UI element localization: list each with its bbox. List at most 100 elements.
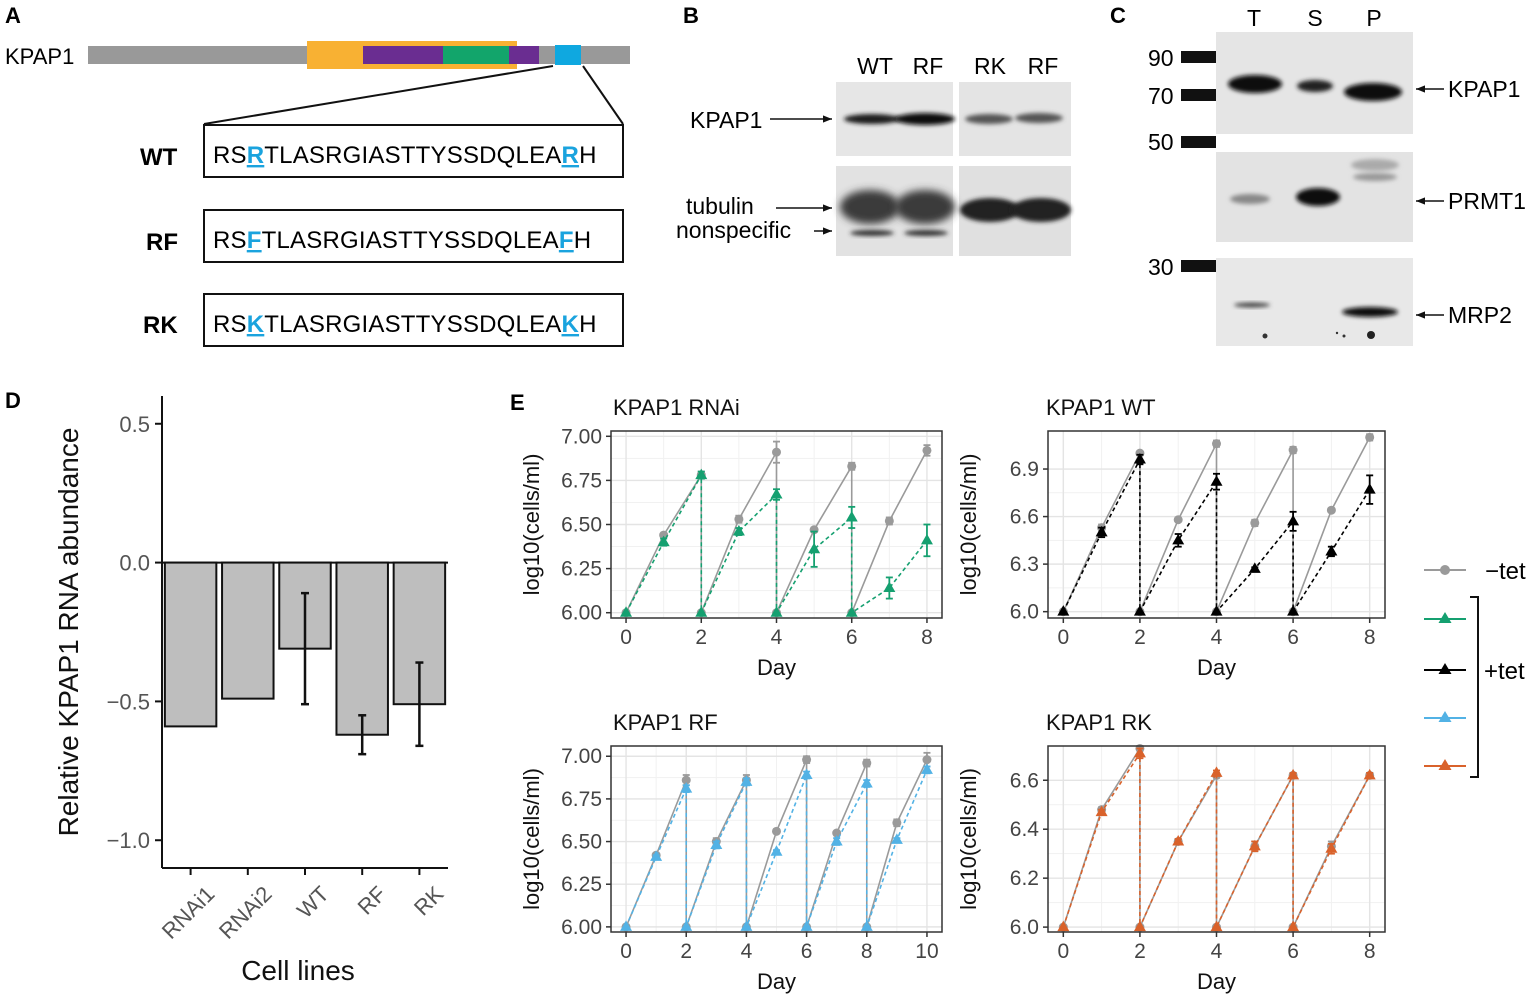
marker-band [1181, 51, 1216, 63]
data-point [1210, 920, 1223, 932]
data-point [830, 835, 843, 846]
panel-letter-c: C [1110, 3, 1126, 28]
series-line-plus-tet [1062, 459, 1371, 615]
x-axis-title: Day [757, 969, 796, 994]
domain-purple-1 [363, 46, 443, 64]
data-point [1248, 839, 1261, 851]
bar [163, 561, 218, 728]
lane-label: T [1247, 5, 1261, 31]
legend-label-plus-tet: +tet [1484, 658, 1525, 685]
zoom-line-right [582, 65, 624, 125]
data-point [1133, 605, 1146, 616]
chart-title: KPAP1 RF [613, 710, 718, 735]
x-tick-label: 8 [1364, 940, 1376, 963]
blot-label-kpap1: KPAP1 [1448, 76, 1520, 102]
x-tick-label: 0 [620, 626, 632, 649]
x-tick-label: 10 [915, 940, 938, 963]
blot-label-mrp2: MRP2 [1448, 302, 1512, 328]
y-tick-label: 0.5 [119, 412, 150, 437]
data-point [1173, 515, 1183, 525]
x-tick-label: RNAi1 [157, 881, 220, 944]
x-tick-label: 6 [1287, 940, 1299, 963]
data-point [1210, 605, 1223, 616]
sequence-text: RSKTLASRGIASTTYSSDQLEAKH [213, 311, 597, 338]
legend-marker-orange [1438, 759, 1452, 770]
x-tick-label: 0 [1057, 940, 1069, 963]
data-point [695, 606, 708, 617]
series-line-plus-tet [625, 472, 928, 616]
panel-letter-b: B [683, 3, 699, 28]
motif-region [555, 45, 581, 65]
y-tick-label: 6.2 [1010, 867, 1039, 890]
growth-chart-wt: 0 2 4 6 8 6.0 6.3 6.6 6.9 KPAP1 WT Day log10(cells/… [956, 395, 1386, 680]
legend: −tet +tet [1424, 558, 1526, 778]
growth-chart-rnai: 0 2 4 6 8 6.00 6.25 6.50 6.75 7.00 KPAP1 RNAi Day lo… [519, 395, 943, 680]
data-point [808, 542, 821, 554]
y-tick-label: 6.00 [561, 916, 602, 939]
blot-kpap1 [836, 82, 1071, 156]
x-axis-title: Day [757, 655, 796, 680]
y-tick-label: 6.75 [561, 788, 602, 811]
lane-label: WT [857, 53, 893, 79]
data-point [770, 488, 783, 499]
data-point [770, 845, 783, 856]
data-point [772, 826, 781, 836]
data-point [620, 606, 633, 617]
data-point [1133, 920, 1146, 932]
sequence-text: RSFTLASRGIASTTYSSDQLEAFH [213, 227, 591, 254]
legend-bracket [1470, 596, 1479, 778]
series-line-minus-tet [1062, 745, 1371, 928]
data-point [883, 581, 896, 593]
y-tick-label: −0.5 [107, 689, 150, 714]
data-point [1250, 518, 1260, 528]
data-point [681, 775, 691, 785]
data-point [860, 920, 873, 931]
bar [335, 561, 389, 736]
zoom-line-left [203, 65, 554, 125]
data-point [734, 514, 744, 524]
y-tick-label: 6.25 [561, 873, 602, 896]
x-tick-label: 8 [861, 940, 873, 963]
data-point [1325, 842, 1338, 853]
data-point [1210, 475, 1223, 486]
x-tick-label: WT [292, 881, 334, 923]
y-tick-label: 6.50 [561, 831, 602, 854]
chart-title: KPAP1 WT [1046, 395, 1156, 420]
lane-label: P [1366, 5, 1381, 31]
data-point [1287, 605, 1300, 616]
y-axis-title: Relative KPAP1 RNA abundance [53, 428, 84, 837]
data-point [1363, 483, 1376, 494]
data-point [922, 445, 932, 455]
x-tick-label: 6 [846, 626, 858, 649]
x-tick-label: 4 [1211, 940, 1223, 963]
legend-marker-minus-tet [1440, 565, 1450, 575]
marker-70: 70 [1148, 83, 1174, 109]
data-point [710, 838, 723, 849]
sequence-row-rk: RK RSKTLASRGIASTTYSSDQLEAKH [143, 293, 624, 347]
data-point [1095, 525, 1108, 537]
plot-border [1047, 430, 1386, 619]
y-tick-label: 6.00 [561, 602, 602, 625]
data-point [1133, 746, 1146, 758]
data-point [1287, 920, 1300, 932]
sequence-row-rf: RF RSFTLASRGIASTTYSSDQLEAFH [146, 209, 624, 263]
data-point [680, 782, 693, 793]
data-point [1325, 544, 1338, 556]
marker-30: 30 [1148, 254, 1174, 280]
protein-name-label: KPAP1 [5, 44, 74, 69]
y-tick-label: 6.9 [1010, 458, 1039, 481]
y-tick-label: 6.4 [1010, 818, 1040, 841]
data-point [884, 516, 894, 526]
growth-chart-rk: 0 2 4 6 8 6.0 6.2 6.4 6.6 KPAP1 RK Day log10(cells/… [956, 710, 1386, 994]
marker-band [1181, 260, 1216, 272]
data-point [890, 833, 903, 844]
y-tick-label: −1.0 [107, 828, 150, 853]
data-point [1210, 766, 1223, 777]
marker-band [1181, 136, 1216, 148]
sequence-label: WT [140, 144, 178, 171]
legend-marker-green [1438, 612, 1452, 623]
y-tick-label: 6.6 [1010, 769, 1039, 792]
x-axis-title: Day [1197, 969, 1236, 994]
